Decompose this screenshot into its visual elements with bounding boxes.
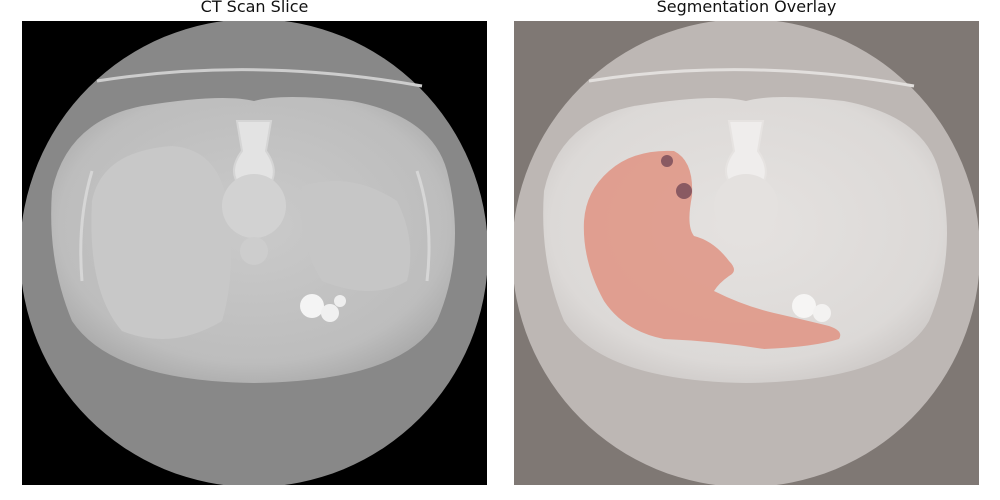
rib-right	[415, 170, 431, 282]
vertebral-body-overlay	[714, 174, 778, 238]
liver-region	[91, 146, 231, 339]
calcification-3	[334, 295, 346, 307]
ct-scan-image	[22, 21, 487, 485]
segmentation-title: Segmentation Overlay	[656, 0, 837, 16]
spleen-region	[301, 181, 411, 291]
calcification-overlay-2	[813, 304, 831, 322]
scanner-table-overlay	[588, 68, 915, 88]
ct-scan-svg	[22, 21, 487, 485]
calcification-overlay	[792, 294, 816, 318]
lesion-marker	[676, 183, 692, 199]
calcification-2	[321, 304, 339, 322]
segmentation-image	[514, 21, 979, 485]
calcification	[300, 294, 324, 318]
lesion-marker	[661, 155, 673, 167]
segmentation-panel: Segmentation Overlay	[514, 0, 979, 500]
segmentation-svg	[514, 21, 979, 485]
scanner-table	[96, 68, 423, 88]
aorta	[240, 237, 268, 265]
ct-scan-title: CT Scan Slice	[200, 0, 309, 16]
liver-segmentation-mask	[583, 150, 841, 349]
vertebral-body	[222, 174, 286, 238]
rib-left	[79, 170, 94, 282]
ct-scan-panel: CT Scan Slice	[22, 0, 487, 500]
